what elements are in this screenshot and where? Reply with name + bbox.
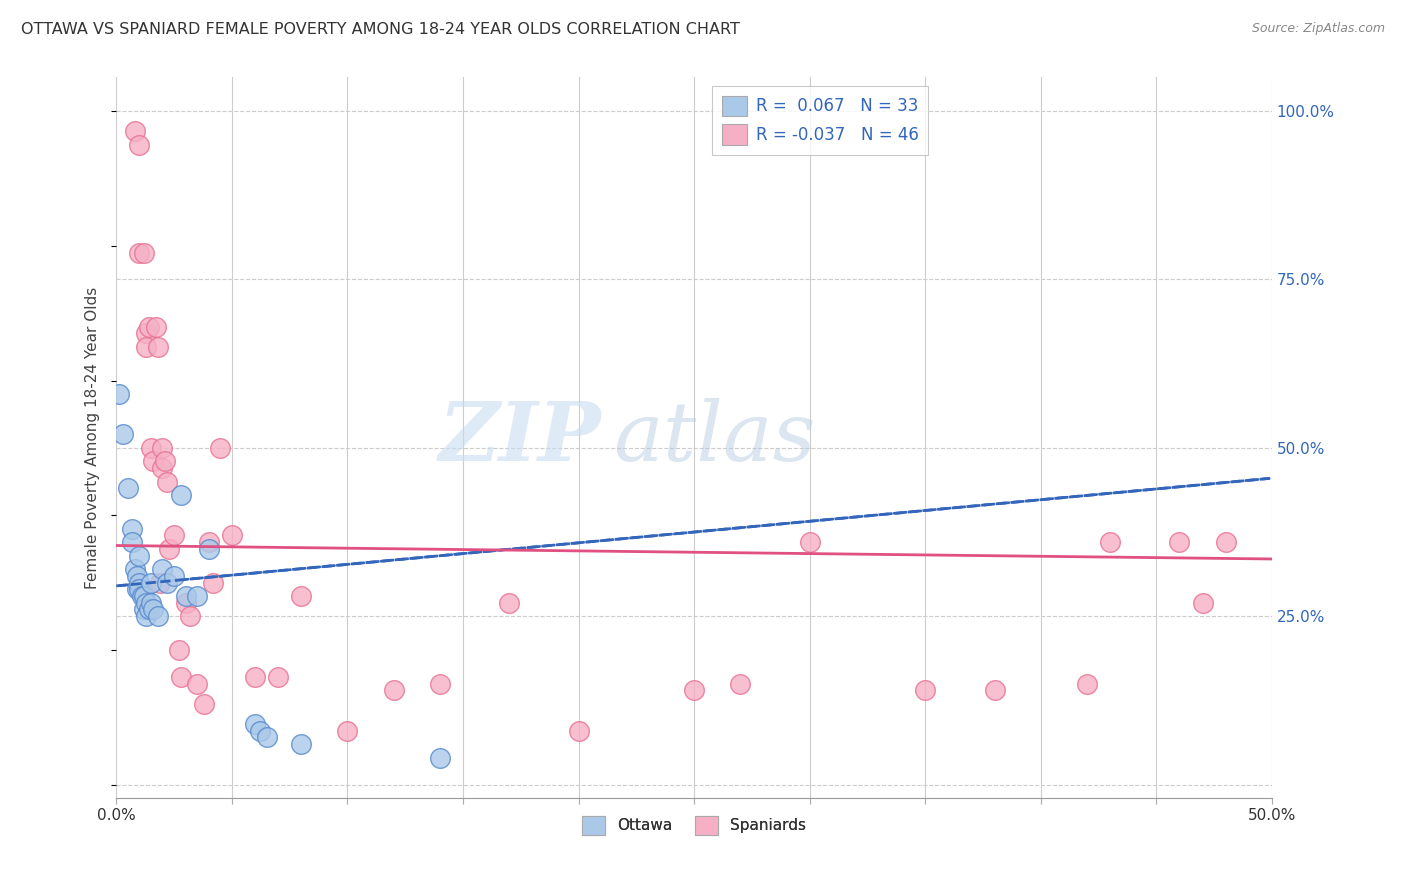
Point bbox=[193, 697, 215, 711]
Point bbox=[139, 441, 162, 455]
Point bbox=[132, 245, 155, 260]
Point bbox=[163, 569, 186, 583]
Point bbox=[107, 387, 129, 401]
Point bbox=[186, 589, 208, 603]
Point bbox=[156, 475, 179, 489]
Point bbox=[135, 340, 157, 354]
Point bbox=[914, 683, 936, 698]
Point bbox=[1168, 535, 1191, 549]
Point bbox=[1099, 535, 1122, 549]
Point bbox=[243, 670, 266, 684]
Point bbox=[221, 528, 243, 542]
Point bbox=[170, 670, 193, 684]
Point bbox=[142, 602, 165, 616]
Point bbox=[567, 723, 589, 738]
Point bbox=[290, 737, 312, 751]
Text: OTTAWA VS SPANIARD FEMALE POVERTY AMONG 18-24 YEAR OLDS CORRELATION CHART: OTTAWA VS SPANIARD FEMALE POVERTY AMONG … bbox=[21, 22, 740, 37]
Point bbox=[121, 535, 143, 549]
Point bbox=[128, 137, 150, 152]
Point bbox=[498, 596, 520, 610]
Point bbox=[209, 441, 232, 455]
Legend: Ottawa, Spaniards: Ottawa, Spaniards bbox=[575, 810, 813, 841]
Point bbox=[163, 528, 186, 542]
Point bbox=[197, 541, 219, 556]
Point bbox=[135, 326, 157, 341]
Point bbox=[146, 340, 169, 354]
Point bbox=[1215, 535, 1237, 549]
Point bbox=[429, 750, 451, 764]
Point bbox=[128, 582, 150, 597]
Point bbox=[145, 319, 167, 334]
Text: Source: ZipAtlas.com: Source: ZipAtlas.com bbox=[1251, 22, 1385, 36]
Point bbox=[124, 562, 146, 576]
Point bbox=[170, 488, 193, 502]
Point bbox=[429, 676, 451, 690]
Point bbox=[249, 723, 271, 738]
Point bbox=[186, 676, 208, 690]
Point bbox=[730, 676, 752, 690]
Point bbox=[683, 683, 706, 698]
Point bbox=[132, 602, 155, 616]
Point bbox=[197, 535, 219, 549]
Point bbox=[267, 670, 290, 684]
Point bbox=[202, 575, 225, 590]
Y-axis label: Female Poverty Among 18-24 Year Olds: Female Poverty Among 18-24 Year Olds bbox=[86, 286, 100, 589]
Point bbox=[117, 481, 139, 495]
Point bbox=[142, 454, 165, 468]
Point bbox=[983, 683, 1005, 698]
Text: ZIP: ZIP bbox=[439, 398, 602, 478]
Point bbox=[174, 589, 197, 603]
Point bbox=[153, 454, 176, 468]
Point bbox=[1191, 596, 1213, 610]
Point bbox=[290, 589, 312, 603]
Point bbox=[156, 575, 179, 590]
Point bbox=[121, 522, 143, 536]
Point bbox=[152, 441, 174, 455]
Point bbox=[135, 609, 157, 624]
Point bbox=[135, 596, 157, 610]
Point bbox=[799, 535, 821, 549]
Point bbox=[152, 461, 174, 475]
Point bbox=[336, 723, 359, 738]
Point bbox=[149, 575, 172, 590]
Point bbox=[131, 589, 153, 603]
Point bbox=[174, 596, 197, 610]
Point bbox=[139, 575, 162, 590]
Point bbox=[125, 569, 148, 583]
Point bbox=[152, 562, 174, 576]
Point bbox=[132, 589, 155, 603]
Point bbox=[243, 717, 266, 731]
Point bbox=[125, 582, 148, 597]
Point bbox=[139, 596, 162, 610]
Point bbox=[179, 609, 201, 624]
Text: atlas: atlas bbox=[613, 398, 815, 478]
Point bbox=[382, 683, 405, 698]
Point bbox=[128, 549, 150, 563]
Point bbox=[167, 643, 190, 657]
Point bbox=[146, 609, 169, 624]
Point bbox=[256, 731, 278, 745]
Point bbox=[128, 245, 150, 260]
Point bbox=[1076, 676, 1098, 690]
Point bbox=[138, 319, 160, 334]
Point bbox=[159, 541, 181, 556]
Point bbox=[112, 427, 135, 442]
Point bbox=[128, 575, 150, 590]
Point bbox=[138, 602, 160, 616]
Point bbox=[124, 124, 146, 138]
